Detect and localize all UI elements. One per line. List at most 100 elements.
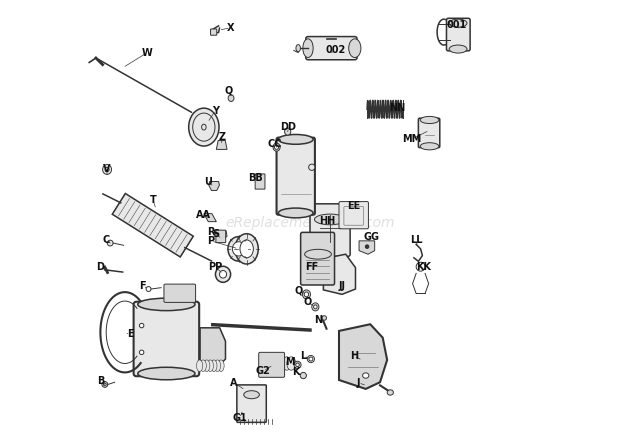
Text: CC: CC (268, 139, 283, 149)
Text: C: C (102, 235, 109, 245)
FancyBboxPatch shape (446, 18, 470, 51)
FancyBboxPatch shape (259, 352, 285, 377)
FancyBboxPatch shape (237, 385, 267, 422)
Ellipse shape (188, 108, 219, 146)
Text: V: V (103, 165, 110, 174)
Text: MM: MM (402, 134, 422, 144)
Ellipse shape (104, 383, 106, 386)
Text: F: F (140, 281, 146, 291)
Ellipse shape (300, 372, 306, 379)
Ellipse shape (420, 116, 439, 124)
Ellipse shape (348, 39, 361, 58)
Text: Z: Z (218, 132, 225, 142)
Text: T: T (149, 195, 156, 205)
Text: HH: HH (319, 216, 335, 226)
FancyBboxPatch shape (339, 202, 368, 229)
Polygon shape (216, 140, 227, 149)
Ellipse shape (275, 145, 278, 149)
Ellipse shape (304, 292, 309, 297)
Text: Y: Y (212, 106, 219, 116)
Text: LL: LL (410, 235, 422, 245)
Ellipse shape (278, 208, 313, 218)
Text: 001: 001 (446, 20, 466, 29)
Ellipse shape (449, 45, 467, 53)
Ellipse shape (211, 360, 217, 372)
Text: G1: G1 (232, 413, 247, 423)
Text: H: H (350, 351, 358, 361)
Ellipse shape (309, 164, 315, 170)
Ellipse shape (285, 128, 291, 135)
FancyBboxPatch shape (306, 37, 357, 60)
Ellipse shape (312, 303, 319, 311)
Ellipse shape (103, 165, 112, 174)
Polygon shape (200, 328, 226, 368)
Text: W: W (142, 48, 153, 58)
FancyBboxPatch shape (216, 230, 226, 243)
Ellipse shape (314, 214, 346, 225)
Text: 002: 002 (326, 45, 346, 55)
Ellipse shape (228, 95, 234, 102)
Ellipse shape (232, 242, 245, 256)
FancyBboxPatch shape (255, 174, 265, 189)
FancyBboxPatch shape (164, 284, 195, 302)
Text: N: N (314, 315, 322, 325)
Text: B: B (97, 376, 104, 386)
Ellipse shape (219, 270, 226, 278)
Ellipse shape (365, 245, 369, 248)
Polygon shape (339, 324, 387, 389)
FancyBboxPatch shape (211, 29, 217, 35)
Ellipse shape (303, 290, 311, 299)
Ellipse shape (140, 323, 144, 328)
Ellipse shape (102, 381, 108, 387)
Ellipse shape (105, 167, 109, 172)
Ellipse shape (449, 19, 467, 27)
Polygon shape (209, 182, 219, 190)
Text: JJ: JJ (339, 281, 345, 291)
Text: eReplacementParts.com: eReplacementParts.com (225, 216, 395, 230)
Ellipse shape (138, 368, 195, 380)
Ellipse shape (387, 390, 394, 395)
FancyBboxPatch shape (301, 232, 335, 285)
Text: J: J (356, 378, 360, 388)
Text: Q: Q (224, 85, 233, 95)
Polygon shape (219, 231, 227, 241)
Text: P: P (208, 236, 215, 246)
Text: AA: AA (197, 210, 211, 220)
Text: O: O (304, 297, 312, 307)
Text: KK: KK (416, 262, 432, 272)
Ellipse shape (140, 350, 144, 355)
Ellipse shape (322, 316, 327, 320)
Ellipse shape (203, 360, 210, 372)
Ellipse shape (215, 266, 231, 282)
Ellipse shape (200, 360, 206, 372)
Ellipse shape (282, 357, 291, 370)
Text: FF: FF (306, 262, 319, 272)
Text: A: A (231, 378, 238, 388)
Polygon shape (204, 214, 216, 222)
Ellipse shape (278, 357, 287, 370)
Polygon shape (112, 194, 193, 257)
Text: NN: NN (389, 103, 405, 113)
Ellipse shape (138, 298, 195, 310)
Ellipse shape (314, 305, 317, 309)
Polygon shape (359, 241, 374, 254)
Ellipse shape (294, 361, 301, 368)
Ellipse shape (273, 357, 282, 370)
Text: EE: EE (347, 201, 360, 211)
Text: GG: GG (363, 232, 379, 242)
Ellipse shape (296, 363, 299, 367)
Ellipse shape (218, 360, 224, 372)
Text: L: L (300, 351, 306, 361)
Text: DD: DD (281, 122, 296, 132)
Ellipse shape (215, 360, 221, 372)
Text: D: D (96, 262, 104, 272)
Ellipse shape (235, 234, 259, 264)
Text: R: R (207, 227, 215, 237)
Ellipse shape (303, 39, 313, 58)
Text: E: E (127, 329, 134, 339)
Ellipse shape (107, 240, 113, 246)
Text: X: X (227, 23, 234, 33)
Text: BB: BB (248, 173, 263, 182)
FancyBboxPatch shape (277, 137, 315, 215)
Ellipse shape (240, 240, 254, 258)
